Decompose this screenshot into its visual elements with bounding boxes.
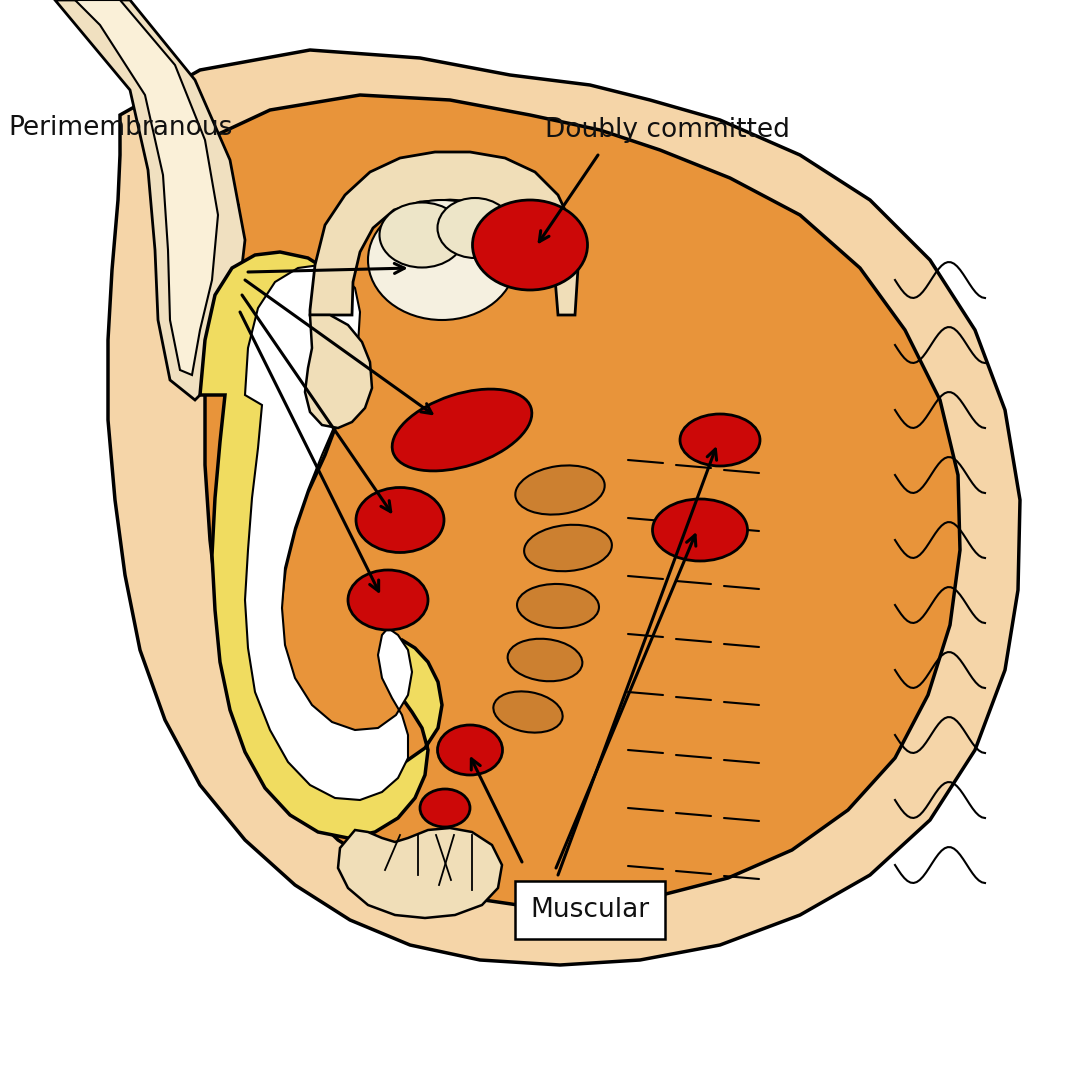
- Ellipse shape: [508, 639, 582, 681]
- Polygon shape: [195, 95, 961, 905]
- Ellipse shape: [348, 570, 428, 630]
- Ellipse shape: [516, 466, 605, 515]
- Ellipse shape: [420, 789, 470, 827]
- Polygon shape: [310, 152, 578, 314]
- Ellipse shape: [473, 200, 587, 290]
- Ellipse shape: [524, 524, 612, 571]
- Ellipse shape: [392, 389, 532, 471]
- Ellipse shape: [517, 584, 599, 628]
- Text: Perimembranous: Perimembranous: [8, 115, 233, 141]
- Polygon shape: [245, 265, 412, 800]
- Text: Doubly committed: Doubly committed: [545, 117, 790, 143]
- Polygon shape: [108, 50, 1019, 965]
- Ellipse shape: [356, 487, 444, 552]
- Ellipse shape: [680, 414, 760, 466]
- Ellipse shape: [437, 725, 503, 775]
- Polygon shape: [338, 828, 502, 918]
- Ellipse shape: [493, 692, 563, 732]
- Ellipse shape: [437, 198, 512, 258]
- Text: Muscular: Muscular: [531, 897, 650, 923]
- Polygon shape: [55, 0, 245, 400]
- Ellipse shape: [368, 200, 516, 320]
- Polygon shape: [200, 252, 442, 838]
- Ellipse shape: [379, 203, 464, 268]
- Polygon shape: [306, 314, 372, 429]
- Ellipse shape: [653, 499, 747, 561]
- Polygon shape: [75, 0, 218, 375]
